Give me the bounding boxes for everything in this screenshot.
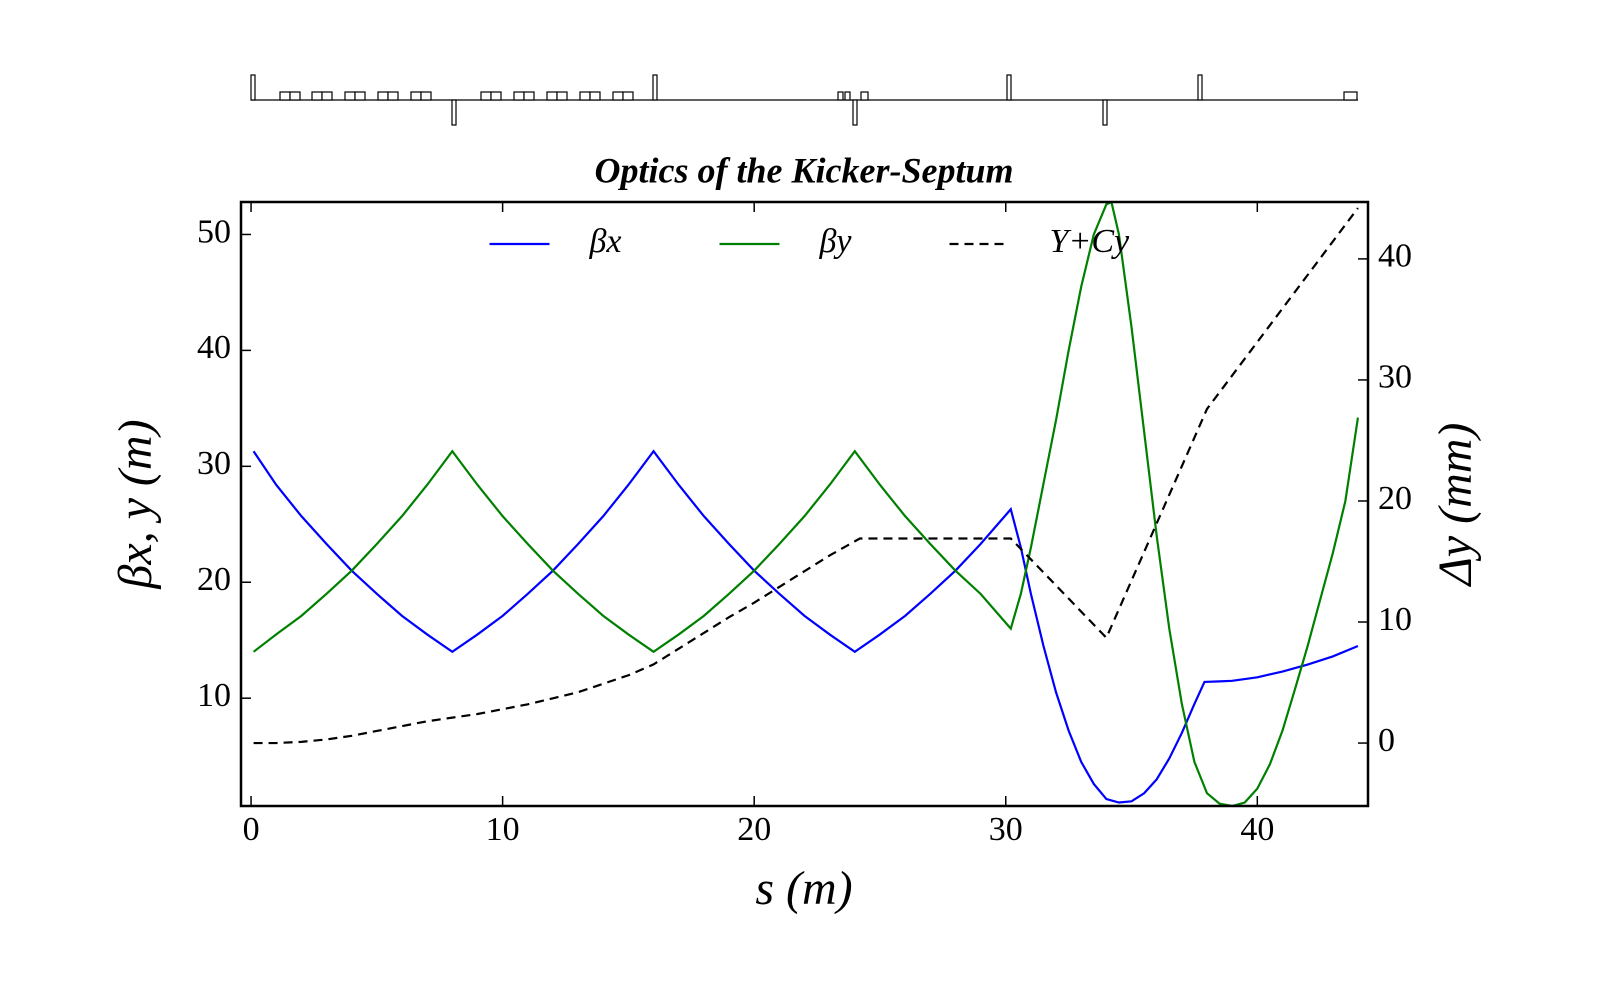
y2-tick-label: 30 bbox=[1378, 359, 1412, 396]
y2-tick-label: 10 bbox=[1378, 601, 1412, 638]
y-tick-label: 50 bbox=[197, 213, 231, 250]
chart-title: Optics of the Kicker-Septum bbox=[595, 150, 1014, 190]
y-tick-label: 20 bbox=[197, 561, 231, 598]
y2-tick-label: 20 bbox=[1378, 480, 1412, 517]
y2-tick-label: 40 bbox=[1378, 238, 1412, 275]
x-tick-label: 0 bbox=[243, 811, 260, 848]
x-tick-label: 40 bbox=[1240, 811, 1274, 848]
x-tick-label: 10 bbox=[486, 811, 520, 848]
lattice-strip bbox=[250, 74, 1358, 126]
y-tick-label: 40 bbox=[197, 329, 231, 366]
legend-label: Y+Cy bbox=[1050, 223, 1131, 260]
y2-tick-label: 0 bbox=[1378, 722, 1395, 759]
legend-label: βy bbox=[819, 223, 853, 260]
plot-area bbox=[252, 202, 1360, 806]
y-tick-label: 10 bbox=[197, 677, 231, 714]
series-line bbox=[252, 449, 1359, 804]
axes-frame bbox=[239, 200, 1370, 808]
x-tick-label: 30 bbox=[989, 811, 1023, 848]
y2-axis-label: Δy (mm) bbox=[1429, 423, 1482, 588]
legend-label: βx bbox=[589, 223, 622, 260]
y-tick-label: 30 bbox=[197, 445, 231, 482]
x-axis-label: s (m) bbox=[755, 862, 852, 915]
series-line bbox=[253, 207, 1359, 745]
y-axis-label: βx, y (m) bbox=[109, 419, 162, 589]
x-tick-label: 20 bbox=[737, 811, 771, 848]
series-line bbox=[252, 202, 1360, 806]
